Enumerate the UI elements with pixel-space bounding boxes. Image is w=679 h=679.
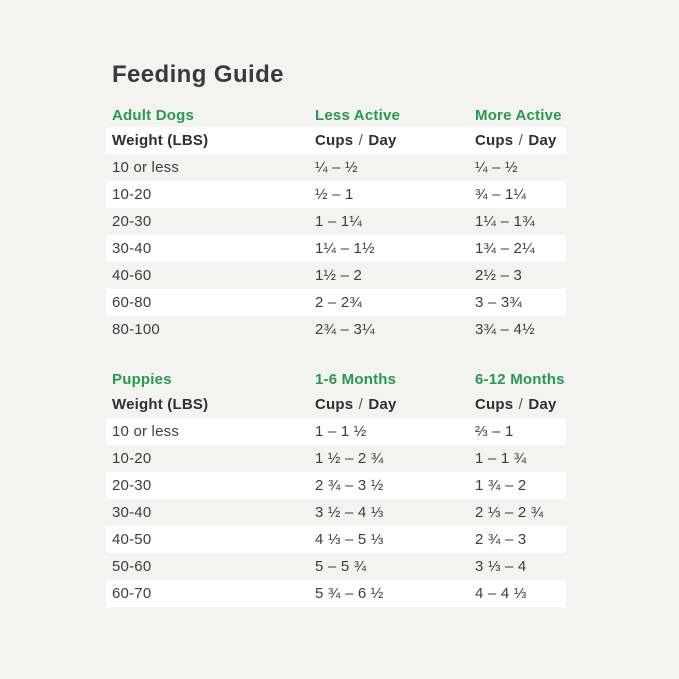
column-header-6-12-months: 6-12 Months	[475, 371, 565, 388]
weight-cell: 60-80	[112, 294, 152, 311]
table-row: 80-100 2¾ – 3¼ 3¾ – 4½	[106, 316, 566, 343]
cups-per-day-cell: Cups / Day	[315, 396, 397, 413]
column-header-less-active: Less Active	[315, 107, 401, 124]
column-header-row: Weight (LBS) Cups / Day Cups / Day	[106, 391, 566, 418]
table-row: 40-60 1½ – 2 2½ – 3	[106, 262, 566, 289]
cups-per-day-cell: Cups / Day	[475, 396, 557, 413]
cups-per-day-cell: 1 ½ – 2 ¾	[315, 450, 384, 467]
cups-per-day-cell: 2½ – 3	[475, 267, 523, 284]
table-row: 50-60 5 – 5 ¾ 3 ⅓ – 4	[106, 553, 566, 580]
cups-per-day-cell: 1¼ – 1¾	[475, 213, 535, 230]
cups-per-day-cell: 1 ¾ – 2	[475, 477, 527, 494]
weight-cell: 10 or less	[112, 423, 180, 440]
weight-cell: 10 or less	[112, 159, 180, 176]
weight-cell: 10-20	[112, 450, 152, 467]
weight-cell: 60-70	[112, 585, 152, 602]
cups-per-day-cell: 5 – 5 ¾	[315, 558, 367, 575]
table-row: 20-30 1 – 1¼ 1¼ – 1¾	[106, 208, 566, 235]
weight-cell: 50-60	[112, 558, 152, 575]
cups-per-day-cell: 4 ⅓ – 5 ⅓	[315, 531, 384, 548]
cups-per-day-cell: 3 – 3¾	[475, 294, 523, 311]
cups-per-day-cell: 2 – 2¾	[315, 294, 363, 311]
slash-separator: /	[518, 132, 524, 149]
cups-per-day-cell: 1 – 1 ¾	[475, 450, 527, 467]
table-row: 60-80 2 – 2¾ 3 – 3¾	[106, 289, 566, 316]
column-header-more-active: More Active	[475, 107, 562, 124]
cups-per-day-cell: Cups / Day	[315, 132, 397, 149]
weight-cell: 80-100	[112, 321, 160, 338]
slash-separator: /	[358, 132, 364, 149]
column-header-row: Weight (LBS) Cups / Day Cups / Day	[106, 127, 566, 154]
cups-per-day-cell: ¼ – ½	[315, 159, 358, 176]
cups-per-day-cell: 1½ – 2	[315, 267, 363, 284]
cups-per-day-cell: 2 ¾ – 3	[475, 531, 527, 548]
table-row: 30-40 1¼ – 1½ 1¾ – 2¼	[106, 235, 566, 262]
weight-cell: 20-30	[112, 213, 152, 230]
cups-per-day-cell: 1 – 1¼	[315, 213, 363, 230]
cups-per-day-cell: 3¾ – 4½	[475, 321, 535, 338]
section-title: Puppies	[112, 371, 172, 388]
weight-cell: Weight (LBS)	[112, 132, 209, 149]
table-row: 10-20 ½ – 1 ¾ – 1¼	[106, 181, 566, 208]
table-row: 10-20 1 ½ – 2 ¾ 1 – 1 ¾	[106, 445, 566, 472]
cups-per-day-cell: 4 – 4 ⅓	[475, 585, 527, 602]
weight-cell: 40-60	[112, 267, 152, 284]
cups-per-day-cell: ⅔ – 1	[475, 423, 514, 440]
table-row: 30-40 3 ½ – 4 ⅓ 2 ⅓ – 2 ¾	[106, 499, 566, 526]
feeding-guide: Feeding Guide Adult Dogs Less Active Mor…	[106, 58, 566, 607]
cups-per-day-cell: ¾ – 1¼	[475, 186, 527, 203]
weight-cell: 10-20	[112, 186, 152, 203]
cups-per-day-cell: ½ – 1	[315, 186, 354, 203]
weight-cell: 20-30	[112, 477, 152, 494]
column-header-1-6-months: 1-6 Months	[315, 371, 397, 388]
weight-cell: 30-40	[112, 240, 152, 257]
cups-per-day-cell: 3 ⅓ – 4	[475, 558, 527, 575]
weight-cell: 40-50	[112, 531, 152, 548]
adult-dogs-table: Adult Dogs Less Active More Active Weigh…	[106, 106, 566, 343]
cups-per-day-cell: 5 ¾ – 6 ½	[315, 585, 384, 602]
weight-cell: 30-40	[112, 504, 152, 521]
cups-per-day-cell: 3 ½ – 4 ⅓	[315, 504, 384, 521]
section-title: Adult Dogs	[112, 107, 194, 124]
slash-separator: /	[518, 396, 524, 413]
cups-per-day-cell: Cups / Day	[475, 132, 557, 149]
cups-per-day-cell: 1¾ – 2¼	[475, 240, 535, 257]
puppies-section-header: Puppies 1-6 Months 6-12 Months	[106, 370, 566, 390]
table-row: 40-50 4 ⅓ – 5 ⅓ 2 ¾ – 3	[106, 526, 566, 553]
table-rows: Weight (LBS) Cups / Day Cups / Day 10 or le…	[106, 391, 566, 607]
cups-per-day-cell: ¼ – ½	[475, 159, 518, 176]
weight-cell: Weight (LBS)	[112, 396, 209, 413]
slash-separator: /	[358, 396, 364, 413]
cups-per-day-cell: 1¼ – 1½	[315, 240, 375, 257]
table-row: 60-70 5 ¾ – 6 ½ 4 – 4 ⅓	[106, 580, 566, 607]
table-row: 10 or less 1 – 1 ½ ⅔ – 1	[106, 418, 566, 445]
cups-per-day-cell: 2 ⅓ – 2 ¾	[475, 504, 544, 521]
table-row: 10 or less ¼ – ½ ¼ – ½	[106, 154, 566, 181]
table-rows: Weight (LBS) Cups / Day Cups / Day 10 or le…	[106, 127, 566, 343]
cups-per-day-cell: 2¾ – 3¼	[315, 321, 375, 338]
cups-per-day-cell: 1 – 1 ½	[315, 423, 367, 440]
puppies-table: Puppies 1-6 Months 6-12 Months Weight (L…	[106, 370, 566, 607]
adult-dogs-section-header: Adult Dogs Less Active More Active	[106, 106, 566, 126]
page-title: Feeding Guide	[112, 61, 284, 88]
cups-per-day-cell: 2 ¾ – 3 ½	[315, 477, 384, 494]
table-row: 20-30 2 ¾ – 3 ½ 1 ¾ – 2	[106, 472, 566, 499]
